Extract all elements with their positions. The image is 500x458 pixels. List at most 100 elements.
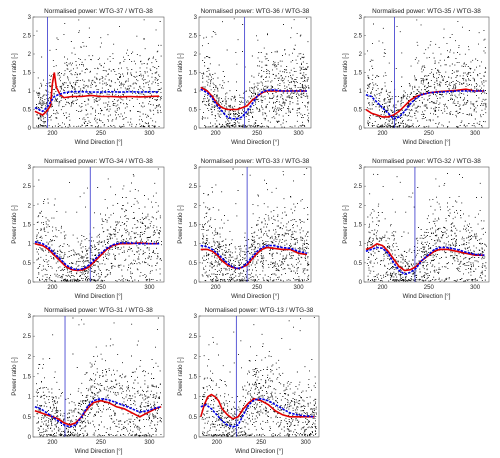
chart-panel-3: 200 250 300 0 0.5 1 1.5 2 2.5 3 Normalised power: …	[342, 8, 490, 146]
chart-title: Normalised power: WTG-33 / WTG-38	[201, 158, 310, 165]
y-tick-label: 1	[194, 89, 198, 95]
x-tick-label: 250	[252, 131, 263, 137]
y-axis-label: Power ratio [-]	[177, 205, 184, 244]
y-tick-label: 0.5	[354, 108, 363, 114]
y-tick-label: 2	[28, 203, 32, 209]
y-tick-label: 1	[28, 89, 32, 95]
y-tick-label: 3	[359, 15, 363, 21]
series-line-blue	[365, 90, 485, 120]
x-tick-label: 300	[470, 131, 481, 137]
y-tick-label: 0	[194, 280, 198, 286]
x-tick-label: 200	[211, 285, 222, 291]
x-tick-label: 250	[96, 440, 107, 446]
y-axis-label: Power ratio [-]	[177, 357, 184, 396]
series-line-red	[365, 88, 485, 118]
x-tick-label: 200	[378, 285, 389, 291]
x-tick-label: 300	[144, 440, 155, 446]
plot-area	[198, 16, 312, 129]
chart-panel-1: 200 250 300 0 0.5 1 1.5 2 2.5 3 Normalised power: …	[11, 8, 165, 146]
x-tick-label: 200	[47, 285, 58, 291]
plot-content	[365, 17, 487, 128]
y-axis-label: Power ratio [-]	[11, 205, 18, 244]
x-tick-label: 300	[470, 285, 481, 291]
y-tick-label: 2	[194, 203, 198, 209]
y-tick-label: 2.5	[189, 34, 198, 40]
x-tick-label: 300	[144, 131, 155, 137]
y-tick-label: 0	[359, 126, 363, 132]
y-tick-label: 2.5	[354, 184, 363, 190]
y-tick-label: 3	[28, 15, 32, 21]
y-tick-label: 1.5	[189, 223, 198, 229]
scatter-points	[36, 168, 162, 282]
y-tick-label: 0.5	[23, 108, 32, 114]
series-line-blue	[34, 90, 160, 113]
y-tick-label: 3	[359, 165, 363, 171]
y-tick-label: 1	[194, 242, 198, 248]
y-tick-label: 0.5	[189, 108, 198, 114]
x-tick-label: 300	[144, 285, 155, 291]
y-tick-label: 0	[28, 435, 32, 441]
x-axis-label: Wind Direction [°]	[403, 293, 451, 300]
plot-area	[32, 16, 165, 129]
y-tick-label: 3	[194, 165, 198, 171]
series-line-blue	[200, 88, 307, 120]
x-axis-label: Wind Direction [°]	[75, 293, 123, 300]
chart-panel-6: 200 250 300 0 0.5 1 1.5 2 2.5 3 Normalised power: …	[342, 158, 490, 300]
y-tick-label: 2.5	[23, 184, 32, 190]
chart-title: Normalised power: WTG-13 / WTG-38	[205, 307, 314, 314]
y-tick-label: 2	[359, 52, 363, 58]
series-line-red	[200, 86, 307, 111]
x-tick-label: 250	[424, 285, 435, 291]
y-tick-label: 3	[194, 314, 198, 320]
series-line-red	[200, 393, 315, 420]
chart-title: Normalised power: WTG-31 / WTG-38	[44, 307, 153, 314]
chart-panel-7: 200 250 300 0 0.5 1 1.5 2 2.5 3 Normalised power: …	[11, 307, 165, 455]
chart-title: Normalised power: WTG-32 / WTG-38	[372, 158, 481, 165]
y-tick-label: 0	[194, 435, 198, 441]
series-line-red	[34, 242, 160, 272]
y-tick-label: 3	[194, 15, 198, 21]
x-tick-label: 250	[424, 131, 435, 137]
x-axis-label: Wind Direction [°]	[403, 139, 451, 146]
y-tick-label: 2.5	[189, 184, 198, 190]
y-tick-label: 0	[194, 126, 198, 132]
x-tick-label: 250	[252, 285, 263, 291]
plot-content	[200, 167, 310, 282]
x-tick-label: 200	[47, 131, 58, 137]
scatter-points	[201, 167, 310, 282]
series-line-red	[34, 72, 160, 116]
y-tick-label: 1.5	[189, 375, 198, 381]
y-tick-label: 1.5	[23, 375, 32, 381]
chart-panel-8: 200 250 300 0 0.5 1 1.5 2 2.5 3 Normalised power: …	[177, 307, 320, 455]
series-line-blue	[34, 241, 160, 271]
x-tick-label: 250	[96, 131, 107, 137]
y-tick-label: 3	[28, 165, 32, 171]
scatter-points	[366, 19, 487, 128]
y-tick-label: 2.5	[354, 34, 363, 40]
x-tick-label: 250	[96, 285, 107, 291]
series-line-red	[365, 242, 485, 272]
plot-content	[365, 167, 487, 282]
series-line-blue	[34, 397, 162, 428]
y-tick-label: 1	[194, 395, 198, 401]
chart-title: Normalised power: WTG-37 / WTG-38	[44, 8, 153, 15]
series-line-red	[34, 399, 162, 426]
scatter-points	[36, 19, 162, 128]
y-tick-label: 1	[359, 89, 363, 95]
x-axis-label: Wind Direction [°]	[231, 293, 279, 300]
y-axis-label: Power ratio [-]	[342, 53, 349, 92]
series-line-blue	[200, 397, 315, 428]
plot-content	[200, 17, 310, 128]
y-tick-label: 1.5	[354, 223, 363, 229]
y-tick-label: 0.5	[189, 261, 198, 267]
y-tick-label: 0.5	[354, 261, 363, 267]
y-tick-label: 0	[28, 126, 32, 132]
y-tick-label: 0.5	[189, 415, 198, 421]
y-tick-label: 0	[359, 280, 363, 286]
x-axis-label: Wind Direction [°]	[75, 139, 123, 146]
y-tick-label: 1.5	[23, 223, 32, 229]
y-tick-label: 2	[194, 354, 198, 360]
scatter-points	[201, 17, 310, 128]
